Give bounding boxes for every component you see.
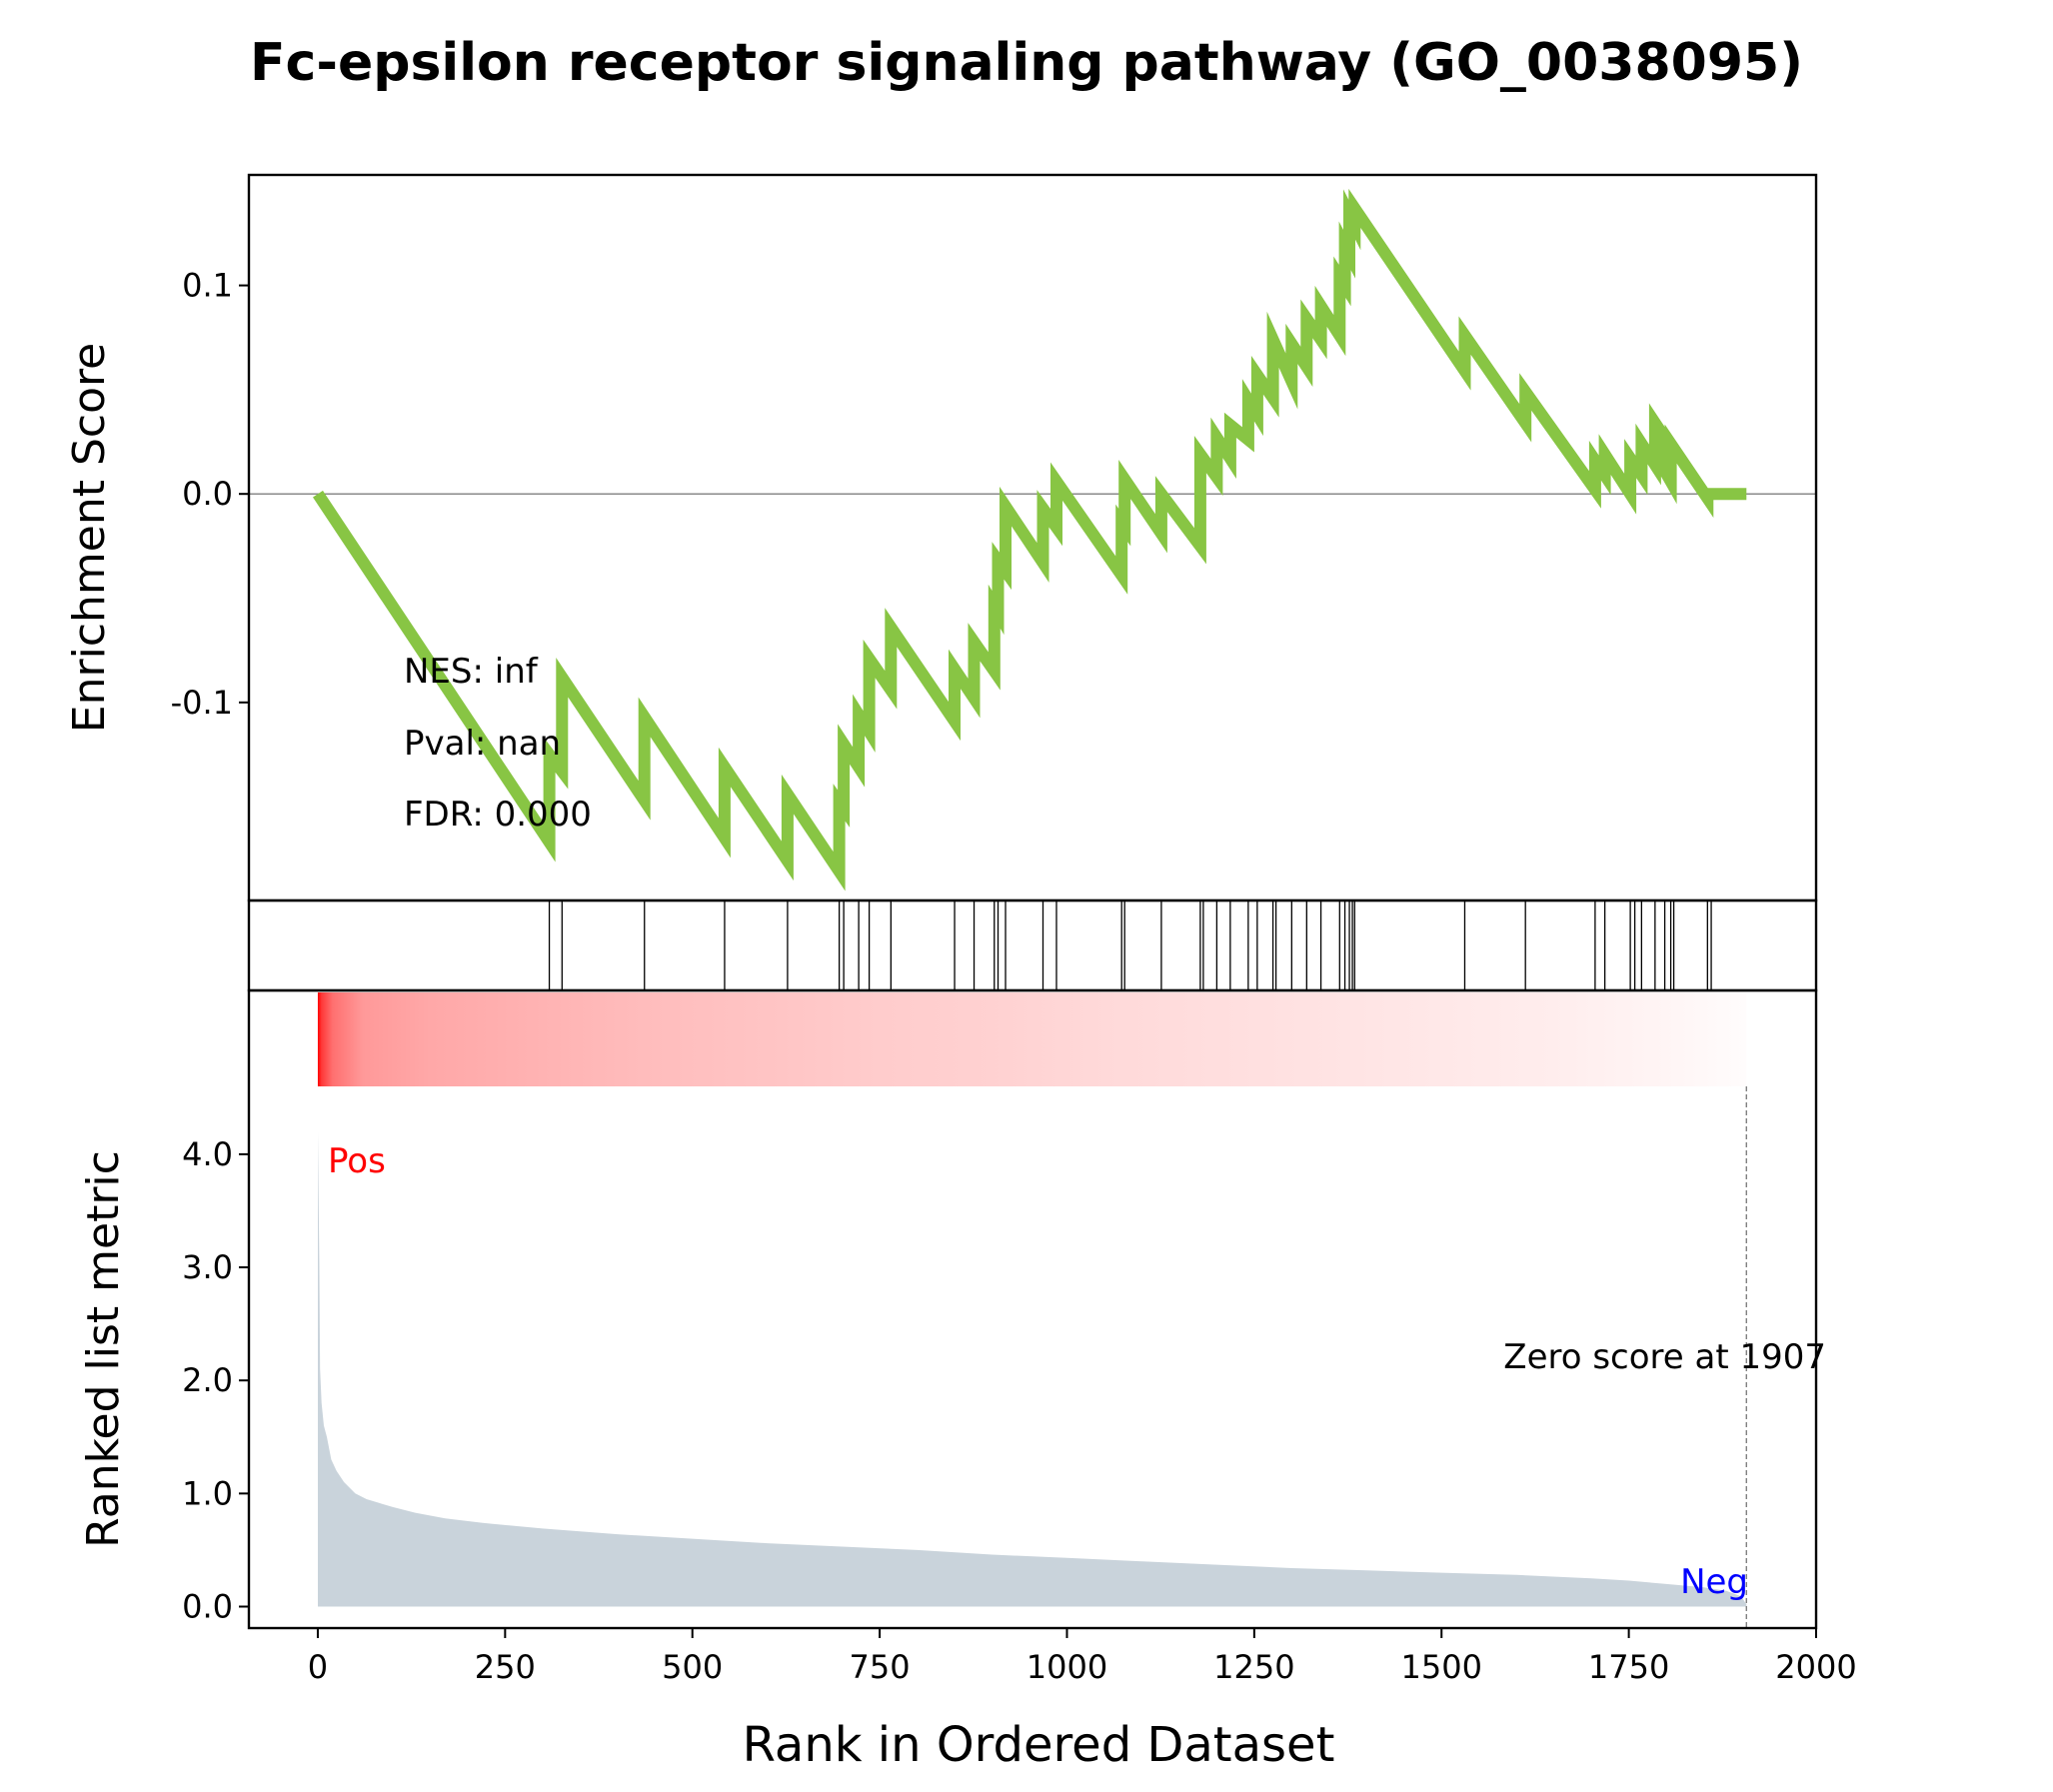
pos-label: Pos xyxy=(328,1141,386,1181)
hit-lines xyxy=(548,900,1712,990)
figure-title: Fc-epsilon receptor signaling pathway (G… xyxy=(250,33,1803,93)
metric-y-ticks: 0.0 1.0 2.0 3.0 4.0 xyxy=(182,1135,249,1626)
es-y-axis-label: Enrichment Score xyxy=(64,343,115,733)
metric-y-tick-label: 0.0 xyxy=(182,1588,233,1626)
pval-text: Pval: nan xyxy=(404,724,561,764)
es-y-tick-label: -0.1 xyxy=(171,684,233,722)
metric-y-tick-label: 2.0 xyxy=(182,1361,233,1399)
metric-y-tick-label: 3.0 xyxy=(182,1248,233,1286)
enrichment-score-panel: 0.1 0.0 -0.1 NES: inf Pval: nan FDR: 0.000… xyxy=(64,173,1818,902)
x-tick-label: 250 xyxy=(475,1648,536,1686)
rank-heatmap-bar xyxy=(317,992,1747,1086)
hits-panel xyxy=(247,898,1818,992)
metric-y-tick-label: 1.0 xyxy=(182,1474,233,1512)
metric-area-fill xyxy=(318,1131,1747,1607)
es-y-ticks: 0.1 0.0 -0.1 xyxy=(171,267,249,722)
zero-score-text: Zero score at 1907 xyxy=(1503,1337,1826,1377)
metric-x-ticks: 0 250 500 750 1000 1250 1500 1750 2000 xyxy=(308,1628,1857,1686)
neg-label: Neg xyxy=(1680,1562,1748,1602)
x-tick-label: 1000 xyxy=(1026,1648,1107,1686)
x-tick-label: 1750 xyxy=(1588,1648,1669,1686)
es-y-tick-label: 0.1 xyxy=(182,267,233,305)
x-tick-label: 2000 xyxy=(1775,1648,1856,1686)
metric-panel-frame xyxy=(247,988,1818,1630)
x-axis-label: Rank in Ordered Dataset xyxy=(743,1717,1335,1773)
fdr-text: FDR: 0.000 xyxy=(404,795,592,835)
x-tick-label: 500 xyxy=(662,1648,723,1686)
x-tick-label: 0 xyxy=(308,1648,328,1686)
metric-y-axis-label: Ranked list metric xyxy=(78,1150,129,1548)
es-curve xyxy=(313,188,1747,892)
x-tick-label: 1250 xyxy=(1213,1648,1294,1686)
metric-panel: 0.0 1.0 2.0 3.0 4.0 0 250 500 750 1000 1250 1500 17… xyxy=(78,988,1857,1773)
nes-text: NES: inf xyxy=(404,652,539,692)
es-y-tick-label: 0.0 xyxy=(182,475,233,513)
x-tick-label: 750 xyxy=(850,1648,911,1686)
x-tick-label: 1500 xyxy=(1401,1648,1482,1686)
metric-y-tick-label: 4.0 xyxy=(182,1135,233,1173)
